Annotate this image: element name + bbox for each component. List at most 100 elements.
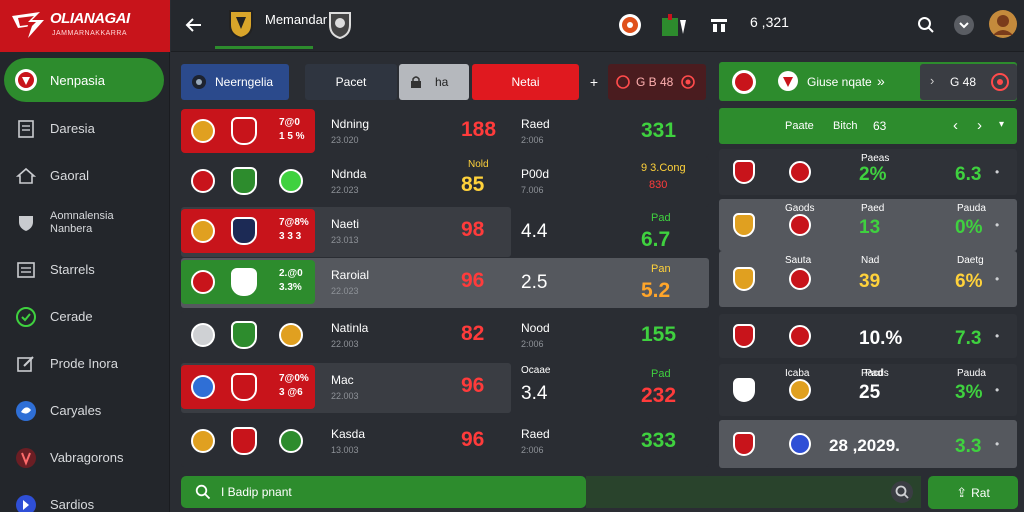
tab-ha[interactable]: ha: [399, 64, 469, 100]
match-row[interactable]: 7@0 1 5 % Ndning 23.020 188 Raed 2:006 331: [181, 107, 709, 157]
pick-odd: 155: [641, 323, 677, 346]
sidebar-item-label: Nenpasia: [50, 72, 105, 88]
prev-arrow-icon[interactable]: ‹: [953, 117, 958, 134]
team-crest-icon: [789, 325, 811, 347]
next-arrow-icon[interactable]: ›: [977, 117, 982, 134]
back-arrow-icon[interactable]: [181, 12, 207, 38]
expand-chevron-icon[interactable]: »: [877, 73, 885, 89]
team-crest-icon: [191, 375, 215, 399]
more-dot-icon[interactable]: •: [995, 218, 1000, 232]
team-crest-icon: [789, 268, 811, 290]
box-stat-top: 7@0%: [279, 373, 309, 384]
card-percent: 25: [859, 382, 881, 403]
match-name: Ndning: [331, 117, 370, 131]
more-dot-icon[interactable]: •: [995, 383, 1000, 397]
add-tab-button[interactable]: +: [584, 64, 604, 100]
card-percent: 13: [859, 217, 881, 238]
club-badge-icon[interactable]: [617, 12, 643, 38]
card-percent: 28 ,2029.: [829, 436, 900, 455]
team-crest-icon: [778, 71, 798, 91]
match-row[interactable]: 7@8% 3 3 3 Naeti 23.013 98 4.4 Pad 6.7: [181, 207, 671, 257]
sidebar-item-nanbera[interactable]: Aomnalensia Nanbera: [4, 199, 164, 246]
card-label-b: Paeas: [861, 153, 890, 164]
card-label-b: Pacds: [861, 368, 889, 379]
sidebar-item-vabragorons[interactable]: Vabragorons: [4, 434, 164, 481]
sidebar-item-caryales[interactable]: Caryales: [4, 387, 164, 434]
odds-card[interactable]: 28 ,2029. 3.3 •: [719, 420, 1017, 468]
more-dot-icon[interactable]: •: [995, 437, 1000, 451]
list-icon: [14, 258, 38, 282]
search-icon: [195, 484, 211, 500]
match-row[interactable]: 2.@0 3.3% Raroial 22.023 96 2.5 Pan 5.2: [181, 258, 709, 308]
avatar[interactable]: [987, 8, 1019, 40]
match-date: 22.023: [331, 286, 359, 296]
match-odd: 4.4: [521, 221, 548, 242]
card-percent: 2%: [859, 164, 887, 185]
team-crest-icon: [733, 378, 755, 402]
sidebar-item-nenpasia[interactable]: Nenpasia: [4, 58, 164, 102]
odds-card[interactable]: Gaods Paed Pauda 13 0% •: [719, 199, 1017, 251]
match-row[interactable]: Natinla 22.003 82 Nood 2:006 155: [181, 311, 709, 361]
sidebar-item-starrels[interactable]: Starrels: [4, 246, 164, 293]
card-label-b: Paed: [861, 203, 885, 214]
dropdown-chevron-icon[interactable]: [951, 12, 977, 38]
odds-table-header: Paate Bitch 63 ‹ › ▾: [719, 108, 1017, 144]
record-icon[interactable]: [990, 72, 1010, 92]
more-dot-icon[interactable]: •: [995, 329, 1000, 343]
action-button[interactable]: ⇪ Rat: [928, 476, 1018, 509]
featured-nav[interactable]: › G 48: [920, 64, 1017, 100]
next-arrow-icon[interactable]: ›: [930, 73, 935, 88]
player-kit-icon[interactable]: [657, 11, 689, 39]
upload-icon: ⇪: [956, 484, 968, 500]
team-crest-icon: [789, 161, 811, 183]
pick-label: 9 3.Cong: [641, 162, 686, 174]
brand-subtitle: JAMMARNAKKARRA: [52, 30, 128, 37]
search-icon[interactable]: [913, 12, 939, 38]
match-row[interactable]: Ndnda 22.023 Nold 85 P00d 7.006 9 3.Cong 830: [181, 157, 709, 207]
tab-bet[interactable]: G B 48: [608, 64, 706, 100]
featured-match-label: Giuse nqate: [807, 75, 872, 89]
tab-label: Pacet: [335, 75, 367, 89]
team-crest-icon: [191, 169, 215, 193]
sidebar-item-sardios[interactable]: Sardios: [4, 481, 164, 512]
card-value: 0%: [955, 217, 983, 238]
match-row[interactable]: Kasda 13.003 96 Raed 2:006 333: [181, 417, 709, 467]
zoom-icon[interactable]: [890, 480, 914, 504]
card-label-b: Nad: [861, 255, 880, 266]
header-score: 6 ,321: [750, 14, 789, 30]
team-crest-icon: [231, 167, 257, 195]
featured-nav-label: G 48: [950, 75, 977, 89]
pick-label: Pad: [651, 212, 671, 224]
tab-netai[interactable]: Netai: [472, 64, 579, 100]
more-dot-icon[interactable]: •: [995, 165, 1000, 179]
team-crest-icon: [191, 323, 215, 347]
box-stat-top: 7@8%: [279, 217, 309, 228]
sidebar-item-gaoral[interactable]: Gaoral: [4, 152, 164, 199]
team-crest-icon: [733, 160, 755, 184]
sidebar-item-prode-inora[interactable]: Prode Inora: [4, 340, 164, 387]
brand-logo[interactable]: OLIANAGAI JAMMARNAKKARRA: [0, 0, 170, 52]
card-label-mid: Pad: [865, 368, 883, 379]
tab-pacet[interactable]: Pacet: [305, 64, 397, 100]
sort-icon[interactable]: ▾: [999, 119, 1005, 130]
tab-neerngelia[interactable]: Neerngelia: [181, 64, 289, 100]
odds-card[interactable]: 10.% 7.3 •: [719, 314, 1017, 358]
sidebar-item-daresia[interactable]: Daresia: [4, 105, 164, 152]
team-crest-icon: [279, 323, 303, 347]
sidebar: OLIANAGAI JAMMARNAKKARRA Nenpasia Daresi…: [0, 0, 170, 512]
card-label-c: Daetg: [957, 255, 984, 266]
odds-card[interactable]: Paeas 2% 6.3 •: [719, 149, 1017, 195]
more-dot-icon[interactable]: •: [995, 272, 1000, 286]
match-date: 22.003: [331, 339, 359, 349]
sidebar-item-label: Sardios: [50, 497, 95, 512]
sidebar-item-cerade[interactable]: Cerade: [4, 293, 164, 340]
stats-board-icon[interactable]: [707, 13, 731, 37]
team-crest-icon: [789, 214, 811, 236]
odds-card[interactable]: Icaba Pacds Pauda Pad 25 3% •: [719, 364, 1017, 416]
brand-wing-icon: [12, 12, 44, 38]
match-name: Mac: [331, 373, 354, 387]
odds-card[interactable]: Sauta Nad Daetg 39 6% •: [719, 251, 1017, 307]
search-input[interactable]: I Badip pnant: [221, 485, 292, 499]
match-row[interactable]: 7@0% 3 @6 Mac 22.003 96 Ocaae 3.4 Pad 232: [181, 363, 676, 413]
search-bar[interactable]: I Badip pnant: [181, 476, 586, 508]
